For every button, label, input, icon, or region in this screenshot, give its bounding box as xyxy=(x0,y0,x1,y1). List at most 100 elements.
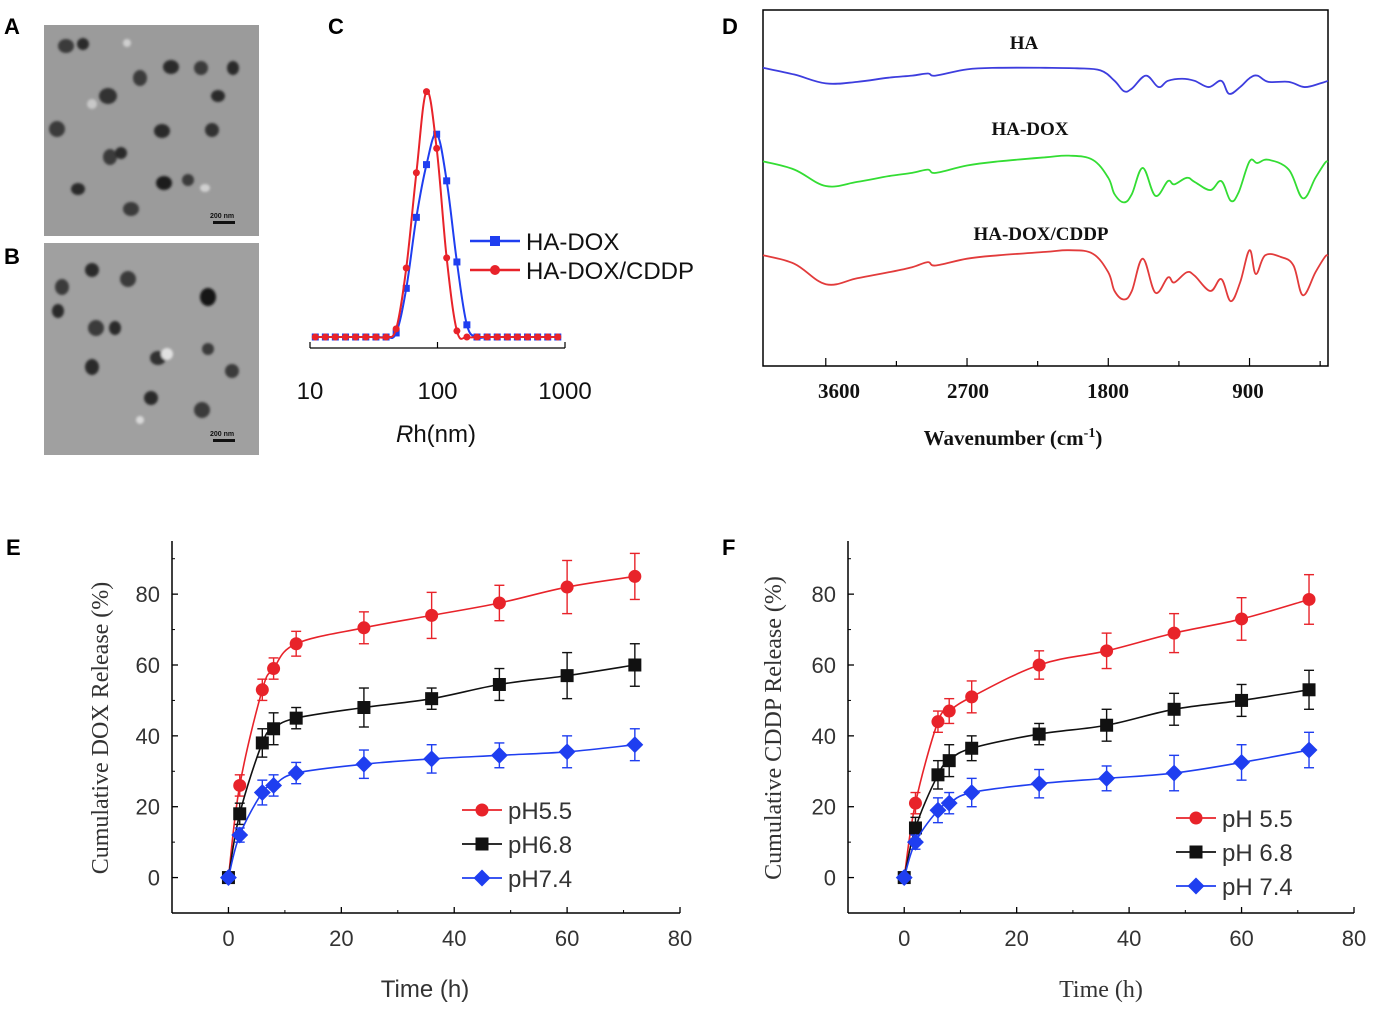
chart-f-point-1-1 xyxy=(908,821,922,835)
chart-f-point-1-2 xyxy=(931,768,945,782)
chart-c-point-0-12 xyxy=(433,130,441,138)
chart-c-point-1-2 xyxy=(331,333,339,341)
chart-f-point-0-9 xyxy=(1302,592,1316,606)
panel-letter-c: C xyxy=(328,14,344,39)
chart-e-point-2-3 xyxy=(265,777,283,794)
chart-d-xtick-0: 3600 xyxy=(818,379,860,403)
chart-f-legend-label-1: pH 6.8 xyxy=(1222,840,1293,867)
chart-c-point-1-14 xyxy=(453,327,461,335)
chart-c-point-1-11 xyxy=(423,88,431,96)
chart-f-xtick-label-3: 60 xyxy=(1229,926,1253,951)
chart-e-point-2-9 xyxy=(626,736,644,754)
chart-c-point-1-5 xyxy=(362,333,370,341)
tem-image-a: 200 nm xyxy=(44,25,259,236)
chart-c-point-1-24 xyxy=(554,333,562,341)
chart-e-xtick-label-2: 40 xyxy=(442,926,466,951)
chart-f-point-2-1 xyxy=(907,833,924,851)
chart-c-point-1-9 xyxy=(402,264,410,272)
chart-f-point-0-7 xyxy=(1167,626,1181,640)
chart-e-point-2-0 xyxy=(219,869,237,887)
chart-c-point-0-13 xyxy=(443,177,451,185)
chart-f-point-0-2 xyxy=(931,715,945,729)
chart-e-xtick-label-0: 0 xyxy=(222,926,234,951)
chart-f-point-0-6 xyxy=(1100,644,1114,658)
chart-c-point-1-22 xyxy=(534,333,542,341)
chart-e-legend: pH5.5 pH6.8 pH7.4 xyxy=(462,798,572,893)
panel-letter-e: E xyxy=(6,535,21,560)
chart-d-xtick-1: 2700 xyxy=(947,379,989,403)
chart-c-point-1-3 xyxy=(342,333,350,341)
chart-e-point-0-2 xyxy=(255,683,269,697)
panel-letter-b: B xyxy=(4,244,20,269)
chart-e-ytick-label-1: 20 xyxy=(136,795,160,820)
chart-f-legend-marker-2 xyxy=(1187,877,1205,895)
chart-f-ytick-label-1: 20 xyxy=(812,795,836,820)
chart-e-axes: 0 20 40 60 80 0 20 40 60 80 xyxy=(136,541,692,951)
chart-e-point-1-8 xyxy=(560,669,574,683)
chart-f-point-2-9 xyxy=(1300,741,1318,759)
chart-e-point-1-7 xyxy=(492,677,506,691)
chart-f-plot xyxy=(895,573,1318,887)
panel-letter-d: D xyxy=(722,14,738,39)
chart-f-point-2-8 xyxy=(1233,753,1251,771)
chart-d-spectrum-2 xyxy=(762,249,1329,303)
chart-c-point-1-6 xyxy=(372,333,380,341)
chart-e-legend-label-2: pH7.4 xyxy=(508,866,572,893)
chart-f-legend-marker-1 xyxy=(1189,845,1203,859)
chart-d-xtick-2: 1800 xyxy=(1087,379,1129,403)
chart-e-point-1-2 xyxy=(255,736,269,750)
chart-c-point-0-15 xyxy=(463,321,471,329)
chart-f-point-1-9 xyxy=(1302,683,1316,697)
chart-c-series-line-0 xyxy=(315,133,558,339)
chart-f-point-2-7 xyxy=(1165,764,1183,782)
chart-c-series-line-1 xyxy=(315,90,558,340)
chart-e-legend-label-1: pH6.8 xyxy=(508,832,572,859)
chart-e-point-0-9 xyxy=(628,569,642,583)
chart-f-ylabel: Cumulative CDDP Release (%) xyxy=(761,576,787,880)
chart-c-point-0-14 xyxy=(453,258,461,266)
chart-f-xtick-label-1: 20 xyxy=(1004,926,1028,951)
chart-c-legend-label-0: HA-DOX xyxy=(526,229,619,256)
scale-bar-label-a: 200 nm xyxy=(210,213,234,220)
chart-f-point-1-6 xyxy=(1100,718,1114,732)
chart-e-ytick-label-4: 80 xyxy=(136,582,160,607)
tem-image-b: 200 nm xyxy=(44,243,259,455)
chart-d-plot xyxy=(762,66,1329,303)
chart-e-legend-marker-2 xyxy=(473,869,491,887)
chart-f-xtick-label-0: 0 xyxy=(898,926,910,951)
chart-f-legend-label-2: pH 7.4 xyxy=(1222,874,1293,901)
chart-f-point-2-6 xyxy=(1098,769,1116,787)
chart-e-xlabel: Time (h) xyxy=(381,976,469,1003)
chart-c-point-1-19 xyxy=(503,333,511,341)
chart-e-point-0-3 xyxy=(267,662,281,676)
chart-c-point-1-1 xyxy=(321,333,329,341)
chart-e-point-1-4 xyxy=(289,711,303,725)
chart-f-point-1-4 xyxy=(965,741,979,755)
chart-c-xtick-0: 10 xyxy=(297,378,324,405)
chart-f-legend-label-0: pH 5.5 xyxy=(1222,806,1293,833)
chart-f-ytick-label-0: 0 xyxy=(824,866,836,891)
chart-f-ytick-label-3: 60 xyxy=(812,653,836,678)
tem-divider xyxy=(44,236,259,243)
chart-f-ytick-label-2: 40 xyxy=(812,724,836,749)
chart-d-frame xyxy=(762,9,1329,367)
chart-f-point-0-4 xyxy=(965,690,979,704)
chart-e-ytick-label-0: 0 xyxy=(148,866,160,891)
chart-e-point-2-5 xyxy=(355,755,373,773)
chart-c-point-0-9 xyxy=(402,284,410,292)
chart-c-xlabel: Rh(nm) xyxy=(396,421,476,448)
chart-f-point-2-0 xyxy=(895,869,913,887)
chart-f-point-0-1 xyxy=(908,796,922,810)
chart-c-point-1-17 xyxy=(483,333,491,341)
chart-e-point-0-5 xyxy=(357,621,371,635)
chart-e-point-0-4 xyxy=(289,637,303,651)
chart-f-series-line-2 xyxy=(903,749,1310,878)
chart-c-point-0-10 xyxy=(412,213,420,221)
chart-f-point-2-4 xyxy=(963,784,981,801)
chart-e-point-1-1 xyxy=(233,807,247,821)
chart-d-label-ha-dox-cddp: HA-DOX/CDDP xyxy=(973,224,1108,245)
chart-f-point-2-3 xyxy=(940,794,958,812)
chart-c-xtick-1: 100 xyxy=(417,378,457,405)
chart-f-point-0-5 xyxy=(1032,658,1046,672)
chart-c-axis xyxy=(309,342,566,349)
